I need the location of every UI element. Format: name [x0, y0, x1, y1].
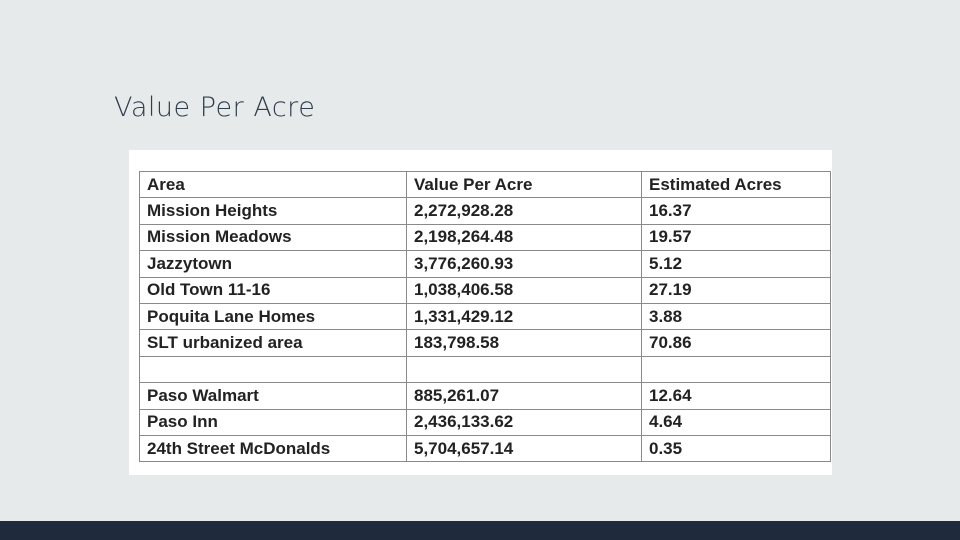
area-cell: Poquita Lane Homes	[139, 302, 407, 331]
value-per-acre-cell: 3,776,260.93	[406, 250, 642, 278]
estimated-acres-cell: 0.35	[641, 434, 831, 463]
estimated-acres-cell: 16.37	[641, 197, 831, 225]
value-per-acre-cell: 1,331,429.12	[406, 302, 642, 331]
estimated-acres-cell: 5.12	[641, 250, 831, 278]
table-row: Mission Meadows 2,198,264.48 19.57	[139, 223, 831, 252]
header-estimated-acres: Estimated Acres	[641, 170, 831, 199]
value-per-acre-cell: 885,261.07	[406, 382, 642, 410]
table-row: Paso Inn 2,436,133.62 4.64	[139, 408, 831, 436]
area-cell: Mission Meadows	[139, 223, 407, 252]
area-cell: Paso Inn	[139, 408, 407, 436]
footer-bar	[0, 521, 960, 540]
table-row: Poquita Lane Homes 1,331,429.12 3.88	[139, 302, 831, 331]
value-per-acre-cell: 2,436,133.62	[406, 408, 642, 436]
estimated-acres-cell: 70.86	[641, 329, 831, 357]
estimated-acres-cell: 4.64	[641, 408, 831, 436]
value-per-acre-cell: 5,704,657.14	[406, 434, 642, 463]
value-per-acre-cell: 183,798.58	[406, 329, 642, 357]
estimated-acres-cell	[641, 355, 831, 384]
value-per-acre-cell: 2,272,928.28	[406, 197, 642, 225]
area-cell: Jazzytown	[139, 250, 407, 278]
area-cell: Paso Walmart	[139, 382, 407, 410]
area-cell: SLT urbanized area	[139, 329, 407, 357]
value-per-acre-cell: 2,198,264.48	[406, 223, 642, 252]
estimated-acres-cell: 12.64	[641, 382, 831, 410]
value-per-acre-table: Area Value Per Acre Estimated Acres Miss…	[139, 170, 831, 463]
estimated-acres-cell: 3.88	[641, 302, 831, 331]
slide-title: Value Per Acre	[114, 92, 316, 123]
area-cell: 24th Street McDonalds	[139, 434, 407, 463]
table-image-panel: Area Value Per Acre Estimated Acres Miss…	[129, 150, 832, 475]
table-row: Jazzytown 3,776,260.93 5.12	[139, 250, 831, 278]
table-row: Mission Heights 2,272,928.28 16.37	[139, 197, 831, 225]
value-per-acre-cell	[406, 355, 642, 384]
table-row: Paso Walmart 885,261.07 12.64	[139, 382, 831, 410]
estimated-acres-cell: 27.19	[641, 276, 831, 304]
area-cell: Mission Heights	[139, 197, 407, 225]
table-row: SLT urbanized area 183,798.58 70.86	[139, 329, 831, 357]
header-area: Area	[139, 170, 407, 199]
area-cell: Old Town 11-16	[139, 276, 407, 304]
table-row: 24th Street McDonalds 5,704,657.14 0.35	[139, 434, 831, 463]
table-header-row: Area Value Per Acre Estimated Acres	[139, 170, 831, 199]
area-cell	[139, 355, 407, 384]
table-row-empty	[139, 355, 831, 384]
header-value-per-acre: Value Per Acre	[406, 170, 642, 199]
estimated-acres-cell: 19.57	[641, 223, 831, 252]
table-row: Old Town 11-16 1,038,406.58 27.19	[139, 276, 831, 304]
value-per-acre-cell: 1,038,406.58	[406, 276, 642, 304]
